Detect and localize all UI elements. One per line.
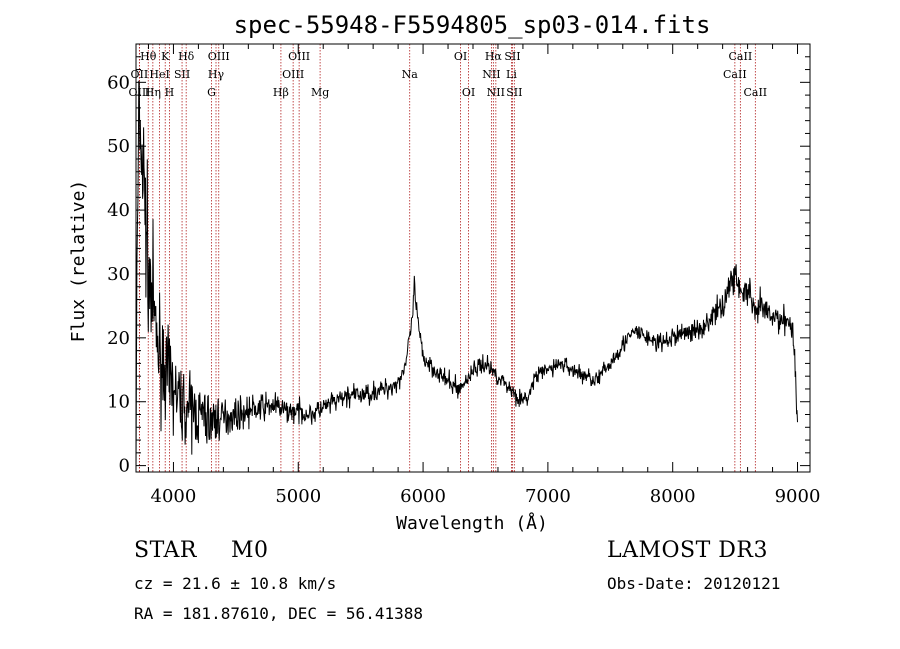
emission-line-label: OII [131,68,149,81]
emission-line-label: OI [454,50,467,63]
emission-line-label: Hδ [178,50,195,63]
emission-line-label: OIII [282,68,304,81]
spectrum-series-line [135,80,798,471]
emission-line-label: NII [487,86,505,99]
y-tick-label: 50 [107,136,130,157]
x-tick-label: 6000 [400,486,446,507]
x-tick-label: 7000 [525,486,571,507]
chart-title: spec-55948-F5594805_sp03-014.fits [234,11,711,39]
x-tick-label: 8000 [650,486,696,507]
emission-line-label: Mg [311,86,329,99]
emission-line-label: Hθ [140,50,157,63]
emission-line-label: K [161,50,170,63]
emission-line-label: H [165,86,175,99]
emission-line-label: Hα [485,50,503,63]
emission-line-label: G [207,86,216,99]
y-tick-label: 10 [107,392,130,413]
sky-coordinates: RA = 181.87610, DEC = 56.41388 [134,604,423,623]
emission-line-label: Hγ [208,68,225,81]
y-tick-label: 40 [107,200,130,221]
emission-line-label: HeI [149,68,169,81]
object-classification: STAR M0 [134,538,269,563]
y-tick-label: 60 [107,72,130,93]
emission-line-label: Na [402,68,419,81]
object-class: STAR [134,538,197,563]
emission-line-markers [138,44,756,472]
redshift-velocity: cz = 21.6 ± 10.8 km/s [134,574,337,593]
emission-line-label: SII [504,50,520,63]
y-tick-label: 0 [119,456,130,477]
emission-line-label: OI [462,86,475,99]
emission-line-label: Hβ [273,86,289,99]
emission-line-label: Li [506,68,517,81]
x-tick-label: 4000 [151,486,197,507]
emission-line-label: CaII [729,50,753,63]
y-axis-label: Flux (relative) [68,180,89,343]
y-axis-ticks: 0 10 20 30 40 50 60 [107,56,810,477]
x-tick-label: 9000 [775,486,821,507]
y-tick-label: 30 [107,264,130,285]
emission-line-label: OIII [288,50,310,63]
plot-frame [135,43,811,473]
emission-line-label: SII [174,68,190,81]
survey-name: LAMOST DR3 [607,538,768,563]
x-axis-ticks: 4000 5000 6000 7000 8000 9000 [147,44,821,507]
emission-line-label: OIII [208,50,230,63]
emission-line-label: Hη [145,86,161,99]
observation-date: Obs-Date: 20120121 [607,574,781,593]
object-subclass: M0 [231,538,269,563]
emission-line-label: CaII [723,68,747,81]
emission-line-label: NII [482,68,500,81]
emission-line-label: SII [506,86,522,99]
emission-line-label: CaII [743,86,767,99]
x-tick-label: 5000 [275,486,321,507]
y-tick-label: 20 [107,328,130,349]
x-axis-label: Wavelength (Å) [396,512,548,534]
